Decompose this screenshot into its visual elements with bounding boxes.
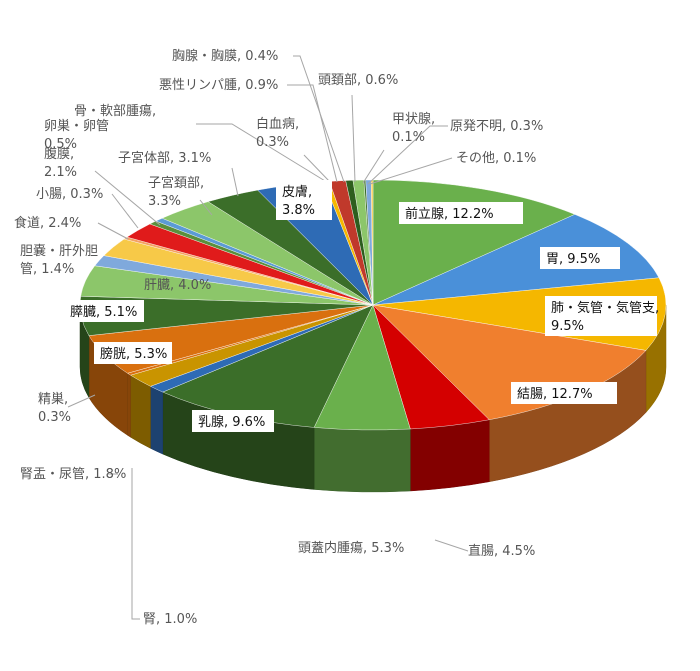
slice-骨・軟部腫瘍-leader-line — [196, 123, 331, 185]
slice-腎-side — [150, 385, 164, 455]
slice-直腸-side — [410, 419, 490, 492]
slice-食道-leader-line — [97, 222, 129, 240]
slice-腹膜-label: 腹膜, — [44, 146, 74, 162]
slice-腹膜-label: 2.1% — [44, 165, 77, 180]
slice-白血病-label: 0.3% — [256, 135, 289, 150]
slice-皮膚-label-box — [276, 180, 332, 220]
slice-肺・気管・気管支-label-box — [545, 296, 657, 336]
slice-胆嚢・肝外胆管-label: 胆嚢・肝外胆 — [20, 243, 98, 259]
slice-前立腺-label: 前立腺, 12.2% — [405, 206, 494, 222]
slice-その他-label: その他, 0.1% — [456, 151, 536, 166]
slice-原発不明-leader-line — [367, 125, 448, 185]
slice-精巣-side — [127, 372, 131, 438]
slice-腎-leader-line — [131, 468, 140, 620]
slice-精巣-label: 0.3% — [38, 410, 71, 425]
slice-その他-leader-line — [369, 157, 453, 185]
leader-lines — [67, 55, 469, 620]
slice-胃-label-box — [540, 247, 620, 269]
slice-腎盂・尿管-label: 腎盂・尿管, 1.8% — [20, 467, 126, 482]
slice-悪性リンパ腫-leader-line — [287, 84, 338, 183]
slice-直腸-leader-line — [434, 539, 469, 552]
slice-甲状腺-leader-line — [362, 149, 385, 184]
slice-乳腺-label: 乳腺, 9.6% — [198, 415, 265, 430]
slice-骨・軟部腫瘍-label: 骨・軟部腫瘍, — [74, 103, 156, 119]
slice-胃 — [372, 214, 660, 306]
slice-肺・気管・気管支-label: 9.5% — [551, 319, 584, 334]
slice-小腸-label: 小腸, 0.3% — [36, 187, 103, 202]
slice-原発不明-label: 原発不明, 0.3% — [450, 119, 543, 134]
slice-直腸-label: 直腸, 4.5% — [468, 544, 535, 559]
slice-皮膚-label: 3.8% — [282, 203, 315, 218]
slice-膵臓-label-box — [64, 300, 144, 322]
slice-食道-label: 食道, 2.4% — [14, 215, 81, 231]
slice-白血病-label: 白血病, — [256, 116, 299, 132]
slice-頭頚部-leader-line — [351, 94, 356, 183]
slice-頭蓋内腫瘍-label: 頭蓋内腫瘍, 5.3% — [298, 540, 404, 556]
slice-小腸-leader-line — [111, 193, 139, 229]
slice-腎-label: 腎, 1.0% — [143, 612, 197, 627]
slice-卵巣・卵管-label: 卵巣・卵管 — [44, 119, 109, 134]
slice-腹膜-leader-line — [94, 170, 161, 226]
slice-頭頚部-label: 頭頚部, 0.6% — [318, 73, 398, 88]
slice-肺・気管・気管支-label: 肺・気管・気管支, — [551, 300, 659, 316]
slice-labels: 前立腺, 12.2% 胃, 9.5% 肺・気管・気管支, 9.5% 結腸, 12.7% 直… — [14, 49, 659, 627]
slice-精巣-label: 精巣, — [38, 392, 68, 407]
slice-結腸-label-box — [511, 382, 617, 404]
slice-胸腺・胸膜-label: 胸腺・胸膜, 0.4% — [172, 49, 278, 64]
slice-子宮体部-leader-line — [231, 167, 239, 197]
slice-膵臓-label: 膵臓, 5.1% — [70, 305, 137, 320]
slice-悪性リンパ腫-label: 悪性リンパ腫, 0.9% — [159, 77, 278, 93]
slice-甲状腺-label: 0.1% — [392, 130, 425, 145]
slice-子宮頚部-label: 3.3% — [148, 194, 181, 209]
slice-頭蓋内腫瘍-side — [313, 427, 411, 493]
slice-膀胱-label-box — [94, 342, 172, 364]
slice-子宮頚部-leader-line — [199, 199, 213, 216]
slice-前立腺-label-box — [399, 202, 523, 224]
slice-甲状腺-label: 甲状腺, — [392, 112, 435, 127]
slice-肝臓-label: 肝臓, 4.0% — [144, 278, 211, 293]
slice-卵巣・卵管-label: 0.5% — [44, 137, 77, 152]
slice-皮膚-label: 皮膚, — [282, 184, 312, 200]
slice-乳腺-label-box — [192, 410, 274, 432]
slice-結腸-label: 結腸, 12.7% — [517, 387, 593, 402]
slice-子宮体部-label: 子宮体部, 3.1% — [118, 150, 211, 166]
slice-胃-label: 胃, 9.5% — [546, 252, 600, 267]
slice-腎盂・尿管-side — [130, 374, 151, 449]
slice-胸腺・胸膜-leader-line — [293, 55, 345, 183]
slice-白血病-leader-line — [303, 154, 331, 183]
slice-精巣-leader-line — [67, 394, 96, 408]
slice-膀胱-label: 膀胱, 5.3% — [100, 346, 167, 362]
slice-胆嚢・肝外胆管-label: 管, 1.4% — [20, 262, 74, 277]
slice-子宮頚部-label: 子宮頚部, — [148, 175, 204, 191]
